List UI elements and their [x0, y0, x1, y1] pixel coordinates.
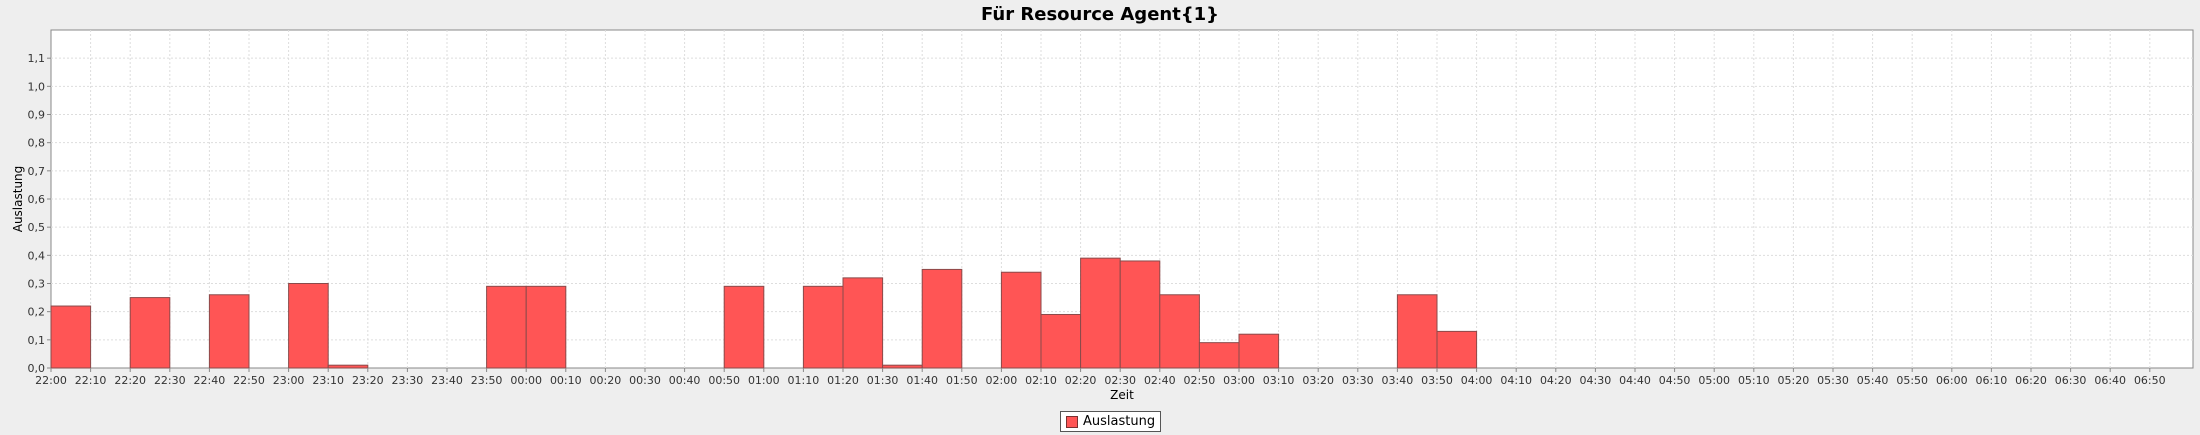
- x-tick-label: 01:00: [748, 374, 780, 387]
- y-axis-label: Auslastung: [11, 166, 25, 233]
- x-tick-label: 01:20: [827, 374, 859, 387]
- y-tick-label: 0,7: [28, 165, 46, 178]
- chart-title: Für Resource Agent{1}: [981, 4, 1219, 25]
- bar: [1238, 333, 1280, 369]
- x-tick-label: 03:00: [1223, 374, 1255, 387]
- x-tick-label: 06:30: [2055, 374, 2087, 387]
- x-tick-label: 04:10: [1500, 374, 1532, 387]
- bar: [1198, 342, 1240, 369]
- x-tick-label: 00:20: [590, 374, 622, 387]
- x-tick-label: 02:00: [986, 374, 1018, 387]
- bar: [921, 268, 963, 369]
- x-tick-label: 05:20: [1778, 374, 1810, 387]
- x-tick-label: 03:40: [1382, 374, 1414, 387]
- bar: [208, 294, 250, 369]
- x-tick-label: 00:40: [669, 374, 701, 387]
- x-tick-label: 01:30: [867, 374, 899, 387]
- x-tick-label: 03:50: [1421, 374, 1453, 387]
- bar: [723, 285, 765, 369]
- x-tick-label: 06:20: [2015, 374, 2047, 387]
- bar: [802, 285, 844, 369]
- x-tick-label: 02:50: [1184, 374, 1216, 387]
- x-tick-label: 22:30: [154, 374, 186, 387]
- x-tick-label: 22:20: [114, 374, 146, 387]
- x-tick-label: 03:30: [1342, 374, 1374, 387]
- x-tick-label: 01:10: [788, 374, 820, 387]
- bar: [525, 285, 567, 369]
- x-tick-label: 04:30: [1580, 374, 1612, 387]
- y-tick-label: 0,0: [28, 362, 46, 375]
- x-tick-label: 00:10: [550, 374, 582, 387]
- bars: [50, 257, 1478, 369]
- x-tick-label: 22:10: [75, 374, 107, 387]
- y-tick-label: 0,9: [28, 109, 46, 122]
- x-tick-label: 06:50: [2134, 374, 2166, 387]
- bar: [1396, 294, 1438, 369]
- x-tick-label: 05:30: [1817, 374, 1849, 387]
- x-tick-label: 23:30: [392, 374, 424, 387]
- x-tick-label: 04:20: [1540, 374, 1572, 387]
- bar: [1040, 313, 1082, 369]
- y-axis-ticks: 0,0 0,1 0,2 0,3 0,4 0,5 0,6 0,7 0,8 0,9 1,0 1,1: [28, 52, 51, 375]
- bar: [1436, 330, 1478, 369]
- x-tick-label: 00:00: [510, 374, 542, 387]
- x-tick-label: 05:00: [1698, 374, 1730, 387]
- x-tick-label: 05:10: [1738, 374, 1770, 387]
- y-tick-label: 0,1: [28, 334, 46, 347]
- y-tick-label: 0,5: [28, 221, 46, 234]
- x-tick-label: 23:50: [471, 374, 503, 387]
- x-tick-label: 23:00: [273, 374, 305, 387]
- x-tick-label: 06:10: [1976, 374, 2008, 387]
- x-tick-label: 03:10: [1263, 374, 1295, 387]
- x-tick-label: 06:00: [1936, 374, 1968, 387]
- y-tick-label: 0,3: [28, 278, 46, 291]
- bar: [882, 364, 923, 369]
- legend-label: Auslastung: [1083, 414, 1156, 429]
- y-tick-label: 1,0: [28, 80, 46, 93]
- x-tick-label: 22:40: [194, 374, 226, 387]
- bar: [1159, 294, 1200, 369]
- x-tick-label: 23:40: [431, 374, 463, 387]
- bar: [1080, 257, 1121, 369]
- bar: [486, 285, 527, 369]
- x-tick-label: 04:50: [1659, 374, 1691, 387]
- y-tick-label: 1,1: [28, 52, 46, 65]
- x-tick-label: 02:30: [1104, 374, 1136, 387]
- x-tick-label: 23:10: [312, 374, 344, 387]
- y-tick-label: 0,6: [28, 193, 46, 206]
- x-axis-ticks: 22:00 22:10 22:20 22:30 22:40 22:50 23:00 23:10…: [35, 368, 2166, 387]
- x-tick-label: 02:20: [1065, 374, 1097, 387]
- x-tick-label: 06:40: [2094, 374, 2126, 387]
- legend: Auslastung: [1060, 411, 1162, 432]
- bar: [327, 364, 369, 369]
- bar: [1000, 271, 1042, 369]
- x-tick-label: 01:50: [946, 374, 978, 387]
- y-tick-label: 0,2: [28, 306, 46, 319]
- x-tick-label: 03:20: [1302, 374, 1334, 387]
- bar: [1119, 260, 1161, 369]
- x-tick-label: 02:40: [1144, 374, 1176, 387]
- bar: [129, 297, 171, 369]
- x-tick-label: 02:10: [1025, 374, 1057, 387]
- y-tick-label: 0,8: [28, 137, 46, 150]
- x-tick-label: 04:40: [1619, 374, 1651, 387]
- x-tick-label: 05:40: [1857, 374, 1889, 387]
- x-tick-label: 04:00: [1461, 374, 1493, 387]
- x-tick-label: 23:20: [352, 374, 384, 387]
- x-tick-label: 22:50: [233, 374, 265, 387]
- bar: [50, 305, 92, 369]
- x-axis-label: Zeit: [1110, 388, 1134, 402]
- x-tick-label: 00:30: [629, 374, 661, 387]
- x-tick-label: 00:50: [708, 374, 740, 387]
- legend-swatch: [1066, 415, 1078, 428]
- bar: [288, 283, 329, 369]
- x-tick-label: 01:40: [906, 374, 938, 387]
- x-tick-label: 22:00: [35, 374, 67, 387]
- bar: [842, 277, 884, 369]
- y-tick-label: 0,4: [28, 249, 46, 262]
- x-tick-label: 05:50: [1896, 374, 1928, 387]
